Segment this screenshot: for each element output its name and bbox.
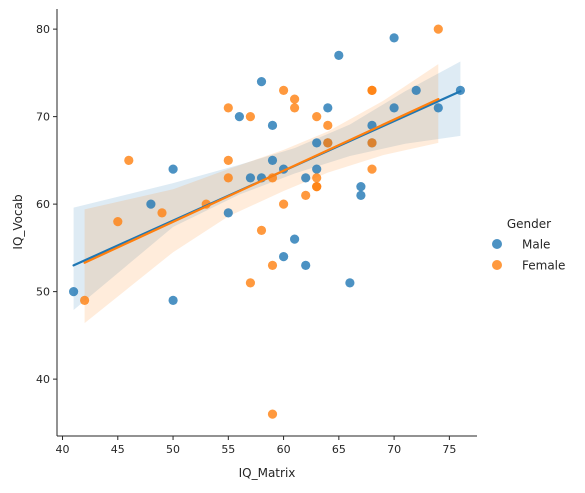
point-female <box>256 225 267 235</box>
y-tick-label: 70 <box>36 111 50 124</box>
point-male <box>433 103 443 113</box>
x-axis-label: IQ_Matrix <box>239 466 296 480</box>
point-male <box>356 182 366 192</box>
ci-band-male <box>73 61 461 310</box>
point-male <box>146 199 156 209</box>
point-male <box>267 120 278 130</box>
legend-title: Gender <box>507 217 551 231</box>
x-tick-label: 55 <box>221 443 235 456</box>
y-tick-label: 60 <box>36 198 50 211</box>
point-female <box>223 103 233 113</box>
point-male <box>256 77 267 87</box>
point-male <box>389 33 399 43</box>
point-female <box>367 85 377 95</box>
legend-marker-female <box>492 260 502 270</box>
point-male <box>312 164 322 174</box>
point-female <box>312 112 322 122</box>
point-male <box>168 164 178 174</box>
point-male <box>312 138 322 148</box>
point-female <box>290 94 300 104</box>
point-female <box>312 182 322 192</box>
point-female <box>323 120 333 130</box>
confidence-bands <box>73 61 461 324</box>
point-female <box>223 173 233 183</box>
point-male <box>301 260 311 270</box>
x-tick-label: 75 <box>442 443 456 456</box>
point-female <box>113 217 123 227</box>
y-ticks: 40 50 60 70 80 <box>36 23 57 386</box>
point-male <box>245 173 255 183</box>
legend-label-female: Female <box>522 259 565 273</box>
point-female <box>290 103 300 113</box>
point-female <box>157 208 167 218</box>
point-female <box>279 199 289 209</box>
x-tick-label: 70 <box>387 443 401 456</box>
point-female <box>301 190 311 200</box>
point-female <box>80 295 90 305</box>
fit-line-female <box>83 98 440 264</box>
point-male <box>301 173 311 183</box>
point-male <box>223 208 233 218</box>
point-female <box>245 278 255 288</box>
point-female <box>367 138 377 148</box>
point-male <box>411 85 421 95</box>
point-female <box>312 173 322 183</box>
point-male <box>356 190 366 200</box>
x-ticks: 40 45 50 55 60 65 70 75 <box>56 436 456 456</box>
x-tick-label: 60 <box>277 443 291 456</box>
x-tick-label: 40 <box>56 443 70 456</box>
point-female <box>279 85 289 95</box>
y-tick-label: 40 <box>36 373 50 386</box>
axes: 40 45 50 55 60 65 70 75 40 50 60 70 80 IQ_Matrix IQ… <box>11 9 477 480</box>
point-female <box>267 260 278 270</box>
point-male <box>279 252 289 262</box>
data-points <box>69 24 465 419</box>
point-male <box>334 50 344 61</box>
y-tick-label: 50 <box>36 286 50 299</box>
y-tick-label: 80 <box>36 23 50 36</box>
x-tick-label: 45 <box>111 443 125 456</box>
point-female <box>323 138 333 148</box>
point-male <box>389 103 399 113</box>
point-female <box>267 409 278 419</box>
x-tick-label: 50 <box>166 443 180 456</box>
regression-lines <box>72 90 462 267</box>
point-male <box>168 295 178 305</box>
legend-marker-male <box>492 239 502 249</box>
point-female <box>367 164 377 174</box>
ci-band-female <box>84 64 439 324</box>
point-male <box>290 234 300 244</box>
point-male <box>234 112 244 122</box>
point-female <box>223 155 233 165</box>
legend-label-male: Male <box>522 238 550 252</box>
point-female <box>245 112 255 122</box>
legend: Gender Male Female <box>492 217 565 273</box>
point-male <box>267 155 278 165</box>
point-female <box>433 24 443 34</box>
point-female <box>124 155 134 165</box>
point-male <box>323 103 333 113</box>
x-tick-label: 65 <box>332 443 346 456</box>
point-male <box>345 278 355 288</box>
y-axis-label: IQ_Vocab <box>11 194 25 249</box>
point-male <box>69 287 79 297</box>
